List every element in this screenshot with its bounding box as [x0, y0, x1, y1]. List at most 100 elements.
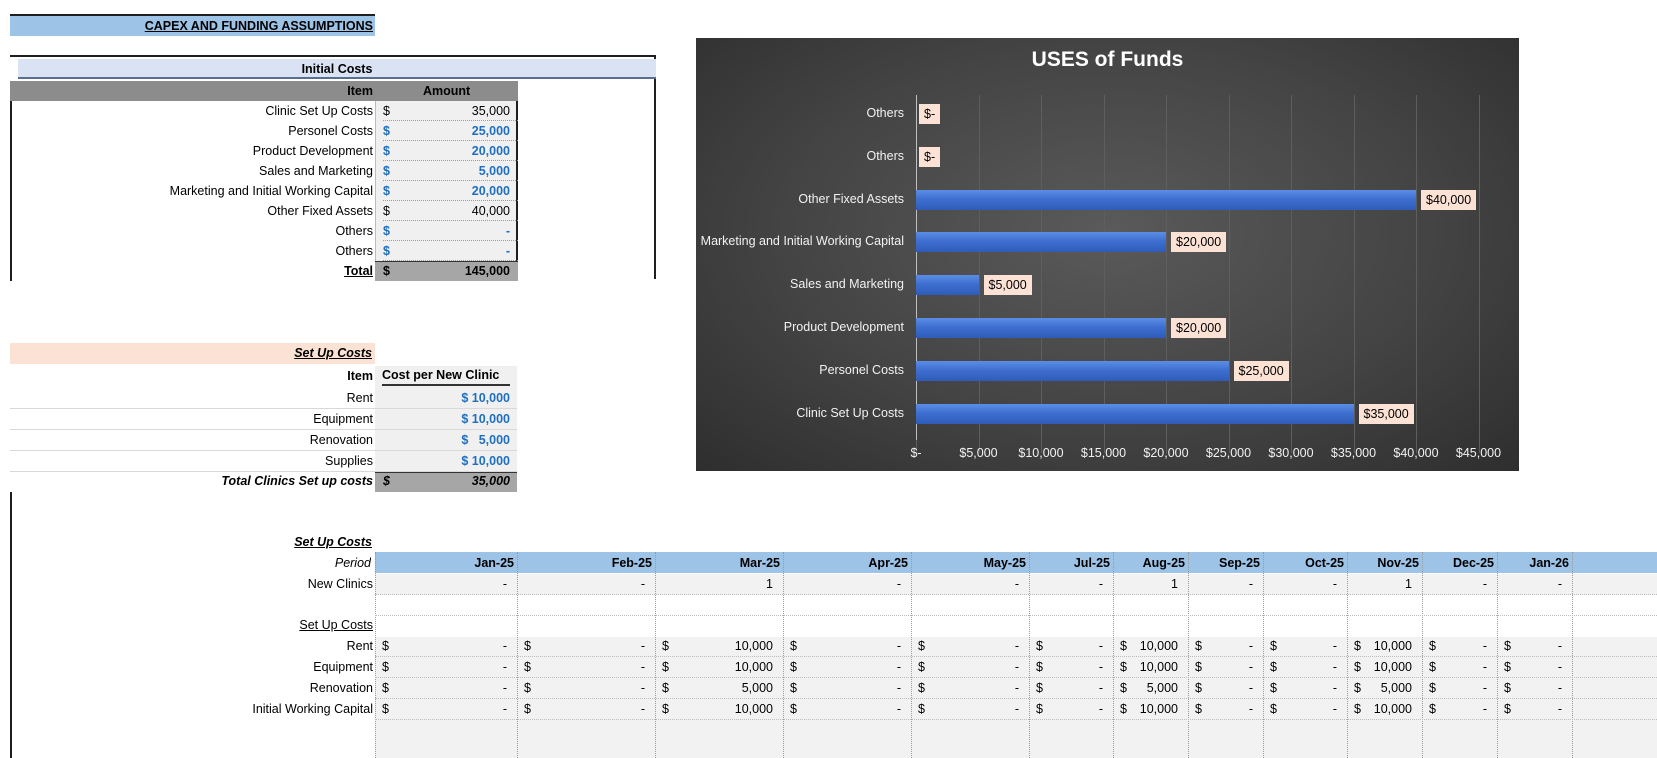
cost-currency: $ — [1504, 660, 1511, 674]
row-divider — [10, 429, 517, 430]
column-divider — [375, 552, 376, 758]
cost-value: - — [1557, 681, 1562, 695]
cost-currency: $ — [1195, 681, 1202, 695]
cost-value: - — [1482, 660, 1487, 674]
cost-value: - — [640, 681, 645, 695]
initial-cost-label: Clinic Set Up Costs — [265, 104, 373, 118]
initial-cost-amount: 5,000 — [478, 164, 510, 178]
initial-cost-label: Other Fixed Assets — [267, 204, 373, 218]
cost-value: - — [1482, 639, 1487, 653]
cost-currency: $ — [1429, 702, 1436, 716]
row-divider — [375, 698, 1657, 699]
initial-cost-label: Marketing and Initial Working Capital — [169, 184, 373, 198]
cost-value: 10,000 — [1139, 660, 1178, 674]
cost-value: - — [1557, 702, 1562, 716]
cost-currency: $ — [918, 639, 925, 653]
chart-gridline — [1103, 95, 1105, 453]
period-header: Mar-25 — [739, 556, 780, 570]
initial-cost-label: Personel Costs — [288, 124, 373, 138]
chart-x-tick-label: $- — [910, 446, 922, 460]
cost-currency: $ — [1504, 681, 1511, 695]
chart-category-label: Other Fixed Assets — [798, 191, 904, 206]
cost-value: - — [1248, 681, 1253, 695]
sheet-header: CAPEX AND FUNDING ASSUMPTIONS — [10, 14, 375, 36]
cost-currency: $ — [790, 639, 797, 653]
setup-col-cost: Cost per New Clinic — [382, 366, 510, 386]
row-divider — [375, 594, 1657, 595]
period-header: Oct-25 — [1305, 556, 1344, 570]
period-label: Period — [334, 556, 371, 570]
initial-cost-amount: 25,000 — [471, 124, 510, 138]
new-clinics-value: - — [502, 577, 507, 591]
period-header: Feb-25 — [611, 556, 652, 570]
chart-bar — [916, 318, 1166, 338]
cost-value: - — [1098, 702, 1103, 716]
chart-x-tick-label: $45,000 — [1455, 446, 1502, 460]
cost-currency: $ — [918, 702, 925, 716]
chart-category-label: Marketing and Initial Working Capital — [700, 234, 904, 249]
new-clinics-label: New Clinics — [307, 577, 373, 591]
cost-value: - — [1557, 639, 1562, 653]
initial-total-amount: 145,000 — [464, 264, 510, 278]
setup-item-value: $ 10,000 — [461, 391, 510, 405]
cost-value: - — [1098, 660, 1103, 674]
initial-costs-table: Initial Costs Item Amount Clinic Set Up … — [10, 55, 656, 281]
period-header: Sep-25 — [1219, 556, 1260, 570]
cost-value: - — [1482, 681, 1487, 695]
uses-of-funds-chart[interactable]: USES of Funds $- $5,000 $10,000 $15,000 $20,… — [696, 38, 1519, 471]
chart-gridline — [1291, 95, 1292, 453]
chart-data-label: $20,000 — [1171, 318, 1227, 338]
cost-value: - — [1248, 660, 1253, 674]
period-header: Apr-25 — [868, 556, 908, 570]
cost-currency: $ — [1429, 639, 1436, 653]
period-header: Jan-26 — [1529, 556, 1569, 570]
cost-value: 5,000 — [1146, 681, 1178, 695]
cost-currency: $ — [1354, 702, 1361, 716]
column-divider — [1347, 552, 1348, 758]
setup-costs-title: Set Up Costs — [294, 346, 372, 360]
chart-gridline — [1166, 95, 1167, 453]
column-divider — [517, 552, 518, 758]
chart-bar — [916, 232, 1166, 253]
period-header: Aug-25 — [1142, 556, 1185, 570]
chart-category-label: Others — [866, 106, 904, 120]
cost-currency: $ — [524, 681, 531, 695]
new-clinics-value: - — [1014, 577, 1019, 591]
cost-currency: $ — [1036, 660, 1043, 674]
cost-currency: $ — [790, 660, 797, 674]
cost-value: - — [1248, 639, 1253, 653]
initial-cost-currency: $ — [383, 161, 518, 181]
column-divider — [1497, 552, 1498, 758]
cost-value: - — [1014, 660, 1019, 674]
cost-currency: $ — [1036, 681, 1043, 695]
chart-gridline — [1353, 95, 1355, 453]
cost-value: - — [640, 660, 645, 674]
initial-total-currency: $ — [383, 264, 390, 278]
initial-cost-amount: 35,000 — [471, 104, 510, 118]
cost-currency: $ — [1504, 639, 1511, 653]
cost-currency: $ — [1270, 660, 1277, 674]
period-header: Dec-25 — [1453, 556, 1494, 570]
cost-value: - — [1482, 702, 1487, 716]
cost-rows-shade — [375, 637, 1657, 758]
new-clinics-value: 1 — [1171, 577, 1178, 591]
new-clinics-value: - — [1332, 577, 1337, 591]
new-clinics-value: - — [1557, 577, 1562, 591]
column-divider — [1029, 552, 1030, 758]
setup-item-label: Rent — [346, 391, 373, 405]
cost-value: - — [502, 681, 507, 695]
cost-currency: $ — [1270, 702, 1277, 716]
setup-total-value: 35,000 — [471, 474, 510, 488]
cost-currency: $ — [790, 681, 797, 695]
cost-currency: $ — [1120, 681, 1127, 695]
cost-value: 10,000 — [734, 702, 773, 716]
setup-item-value: $ 10,000 — [461, 454, 510, 468]
setup-item-label: Renovation — [309, 433, 373, 447]
column-divider — [1113, 552, 1114, 758]
period-header-band — [375, 552, 1657, 573]
chart-x-tick-label: $25,000 — [1205, 446, 1252, 460]
initial-cost-currency: $ — [383, 101, 518, 121]
cost-currency: $ — [1429, 681, 1436, 695]
column-divider — [655, 552, 656, 758]
initial-cost-amount: 20,000 — [471, 184, 510, 198]
